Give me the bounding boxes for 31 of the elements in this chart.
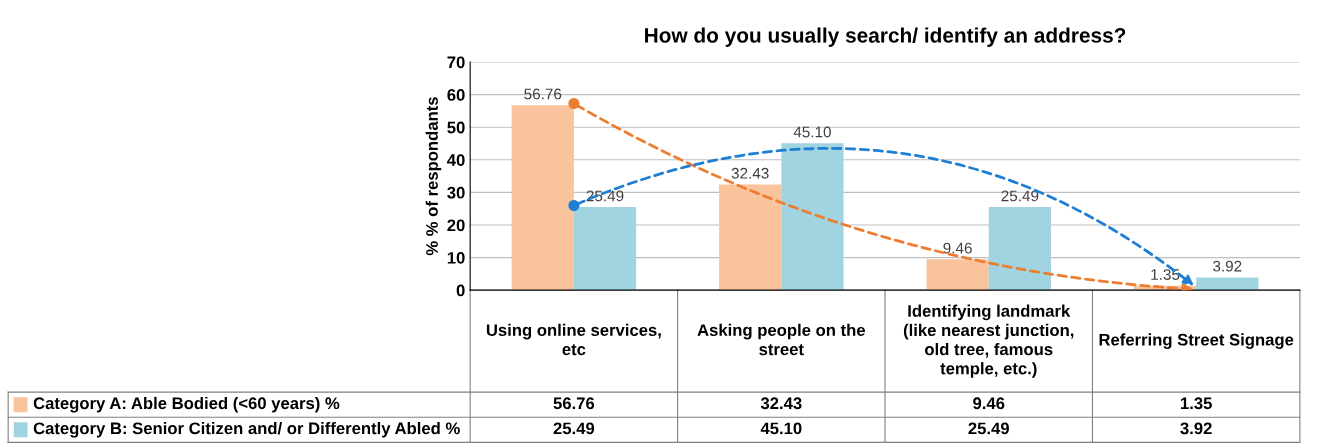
data-label: 25.49 <box>968 422 1009 435</box>
y-tick-label: 60 <box>447 89 465 101</box>
y-tick-label: 10 <box>447 251 465 264</box>
text: 1.35 <box>1151 269 1180 280</box>
data-label: 1.35 <box>1181 397 1212 410</box>
data-label: 56.76 <box>553 397 595 410</box>
text: 45.10 <box>793 126 831 138</box>
text: 25.49 <box>1001 190 1039 202</box>
x-tick-label: Using online services, etc <box>486 323 661 356</box>
legend-label: Category A: Able Bodied (<60 years) % <box>33 396 340 413</box>
chart-title: How do you usually search/ identify an address? <box>645 27 1126 47</box>
y-tick-label: 40 <box>447 154 465 166</box>
y-axis-title: % % of respondants <box>425 97 442 256</box>
y-tick-label: 70 <box>447 56 465 69</box>
text: 32.43 <box>731 167 769 179</box>
data-label: 9.46 <box>973 397 1005 410</box>
y-tick-label: 0 <box>456 284 465 297</box>
legend-label: Category B: Senior Citizen and/ or Differently Abled % <box>33 421 460 438</box>
data-label: 32.43 <box>760 397 802 410</box>
y-tick-label: 50 <box>447 121 465 134</box>
data-label: 3.92 <box>1180 422 1212 435</box>
text: 56.76 <box>524 88 562 100</box>
text: 9.46 <box>943 242 972 254</box>
y-tick-label: 20 <box>447 219 465 232</box>
data-label: 25.49 <box>553 422 595 435</box>
data-label: 45.10 <box>760 422 802 435</box>
x-tick-label: Identifying landmark (like nearest junction, old tree, famous temple, etc.) <box>903 304 1074 378</box>
x-tick-label: Referring Street Signage <box>1099 333 1294 349</box>
y-tick-label: 30 <box>447 186 465 199</box>
x-tick-label: Asking people on the street <box>697 323 866 356</box>
text: 3.92 <box>1213 260 1242 272</box>
